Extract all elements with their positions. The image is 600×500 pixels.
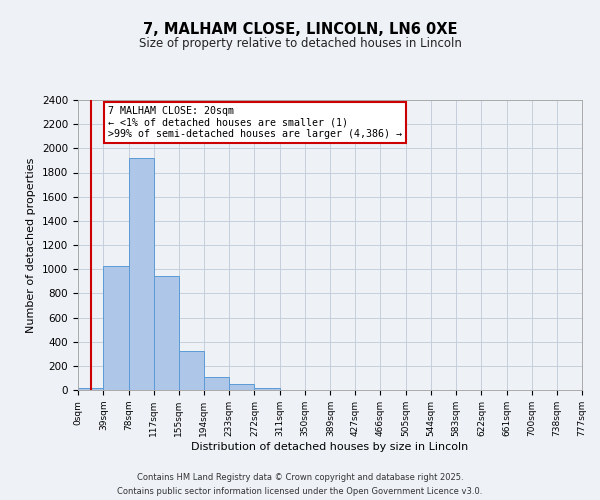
X-axis label: Distribution of detached houses by size in Lincoln: Distribution of detached houses by size … bbox=[191, 442, 469, 452]
Bar bbox=[179, 352, 204, 390]
Bar bbox=[204, 378, 229, 390]
Text: 7, MALHAM CLOSE, LINCOLN, LN6 0XE: 7, MALHAM CLOSE, LINCOLN, LN6 0XE bbox=[143, 22, 457, 38]
Bar bbox=[128, 158, 154, 390]
Text: Size of property relative to detached houses in Lincoln: Size of property relative to detached ho… bbox=[139, 38, 461, 51]
Bar bbox=[254, 388, 280, 390]
Text: 7 MALHAM CLOSE: 20sqm
← <1% of detached houses are smaller (1)
>99% of semi-deta: 7 MALHAM CLOSE: 20sqm ← <1% of detached … bbox=[108, 106, 402, 139]
Bar bbox=[103, 266, 128, 390]
Text: Contains HM Land Registry data © Crown copyright and database right 2025.: Contains HM Land Registry data © Crown c… bbox=[137, 473, 463, 482]
Bar bbox=[154, 276, 179, 390]
Bar bbox=[78, 388, 103, 390]
Y-axis label: Number of detached properties: Number of detached properties bbox=[26, 158, 37, 332]
Text: Contains public sector information licensed under the Open Government Licence v3: Contains public sector information licen… bbox=[118, 486, 482, 496]
Bar bbox=[229, 384, 254, 390]
